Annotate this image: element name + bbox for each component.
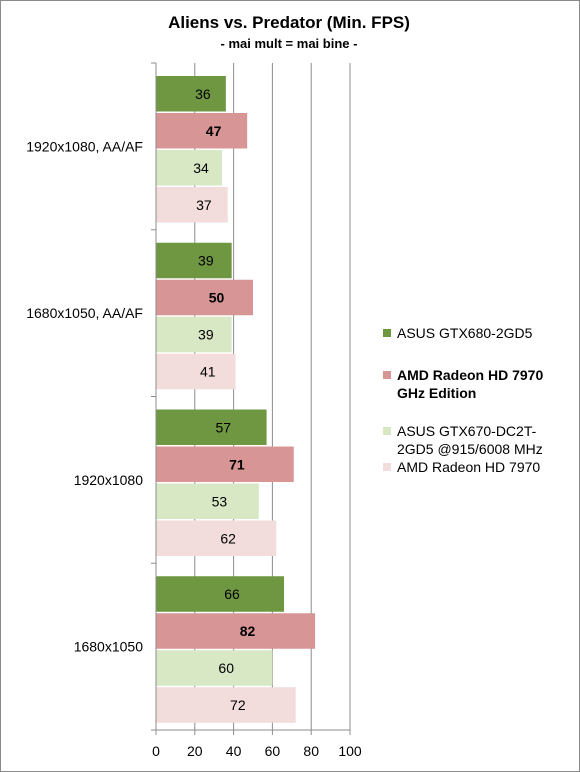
data-label: 60 bbox=[218, 660, 234, 676]
data-label: 50 bbox=[209, 290, 225, 306]
data-label: 71 bbox=[229, 456, 245, 472]
data-label: 47 bbox=[206, 123, 222, 139]
category-label: 1920x1080 bbox=[74, 472, 144, 488]
x-tick-label: 0 bbox=[152, 743, 160, 759]
data-label: 53 bbox=[212, 493, 228, 509]
data-label: 57 bbox=[216, 419, 232, 435]
legend-label: AMD Radeon HD 7970 bbox=[397, 459, 540, 475]
bar bbox=[156, 520, 277, 556]
data-label: 39 bbox=[198, 327, 214, 343]
bar bbox=[156, 650, 273, 686]
bar bbox=[156, 576, 285, 612]
bar bbox=[156, 242, 232, 279]
legend-label: ASUS GTX680-2GD5 bbox=[397, 325, 533, 341]
bar bbox=[156, 353, 236, 390]
chart-title: Aliens vs. Predator (Min. FPS) bbox=[168, 13, 410, 32]
bar bbox=[156, 446, 294, 482]
bar bbox=[156, 187, 228, 223]
category-label: 1680x1050 bbox=[74, 639, 144, 655]
legend-swatch bbox=[383, 427, 391, 435]
legend-label: ASUS GTX670-DC2T- bbox=[397, 423, 537, 439]
legend-swatch bbox=[383, 329, 391, 337]
data-label: 62 bbox=[220, 530, 236, 546]
legend-swatch bbox=[383, 463, 391, 471]
data-label: 72 bbox=[230, 697, 246, 713]
bar bbox=[156, 687, 296, 723]
legend: ASUS GTX680-2GD5 AMD Radeon HD 7970 GHz Ed… bbox=[383, 325, 543, 475]
legend-label: GHz Edition bbox=[397, 385, 476, 401]
category-label: 1680x1050, AA/AF bbox=[26, 305, 143, 321]
axes: 0 20 40 60 80 100 1920x1080, AA/AF 1680x1050, A… bbox=[26, 62, 362, 759]
bar bbox=[156, 316, 232, 353]
x-tick-label: 80 bbox=[303, 743, 319, 759]
bar bbox=[156, 483, 259, 519]
data-label: 66 bbox=[224, 586, 240, 602]
x-tick-label: 60 bbox=[265, 743, 281, 759]
bar bbox=[156, 409, 267, 445]
bar bbox=[156, 613, 316, 649]
data-label: 36 bbox=[195, 86, 211, 102]
category-label: 1920x1080, AA/AF bbox=[26, 138, 143, 154]
x-tick-label: 100 bbox=[338, 743, 362, 759]
data-label: 34 bbox=[193, 160, 209, 176]
bar bbox=[156, 150, 222, 186]
bars: 36 47 34 37 39 50 39 41 57 71 53 62 66 82 60 72 bbox=[156, 76, 316, 723]
bar bbox=[156, 113, 248, 149]
bar bbox=[156, 279, 253, 316]
data-label: 37 bbox=[196, 197, 212, 213]
x-tick-label: 20 bbox=[187, 743, 203, 759]
data-label: 41 bbox=[200, 364, 216, 380]
legend-label: 2GD5 @915/6008 MHz bbox=[397, 441, 543, 457]
data-label: 82 bbox=[240, 623, 256, 639]
chart-subtitle: - mai mult = mai bine - bbox=[221, 36, 358, 51]
bar bbox=[156, 76, 226, 112]
legend-swatch bbox=[383, 371, 391, 379]
legend-label: AMD Radeon HD 7970 bbox=[397, 367, 543, 383]
data-label: 39 bbox=[198, 253, 214, 269]
x-tick-label: 40 bbox=[226, 743, 242, 759]
